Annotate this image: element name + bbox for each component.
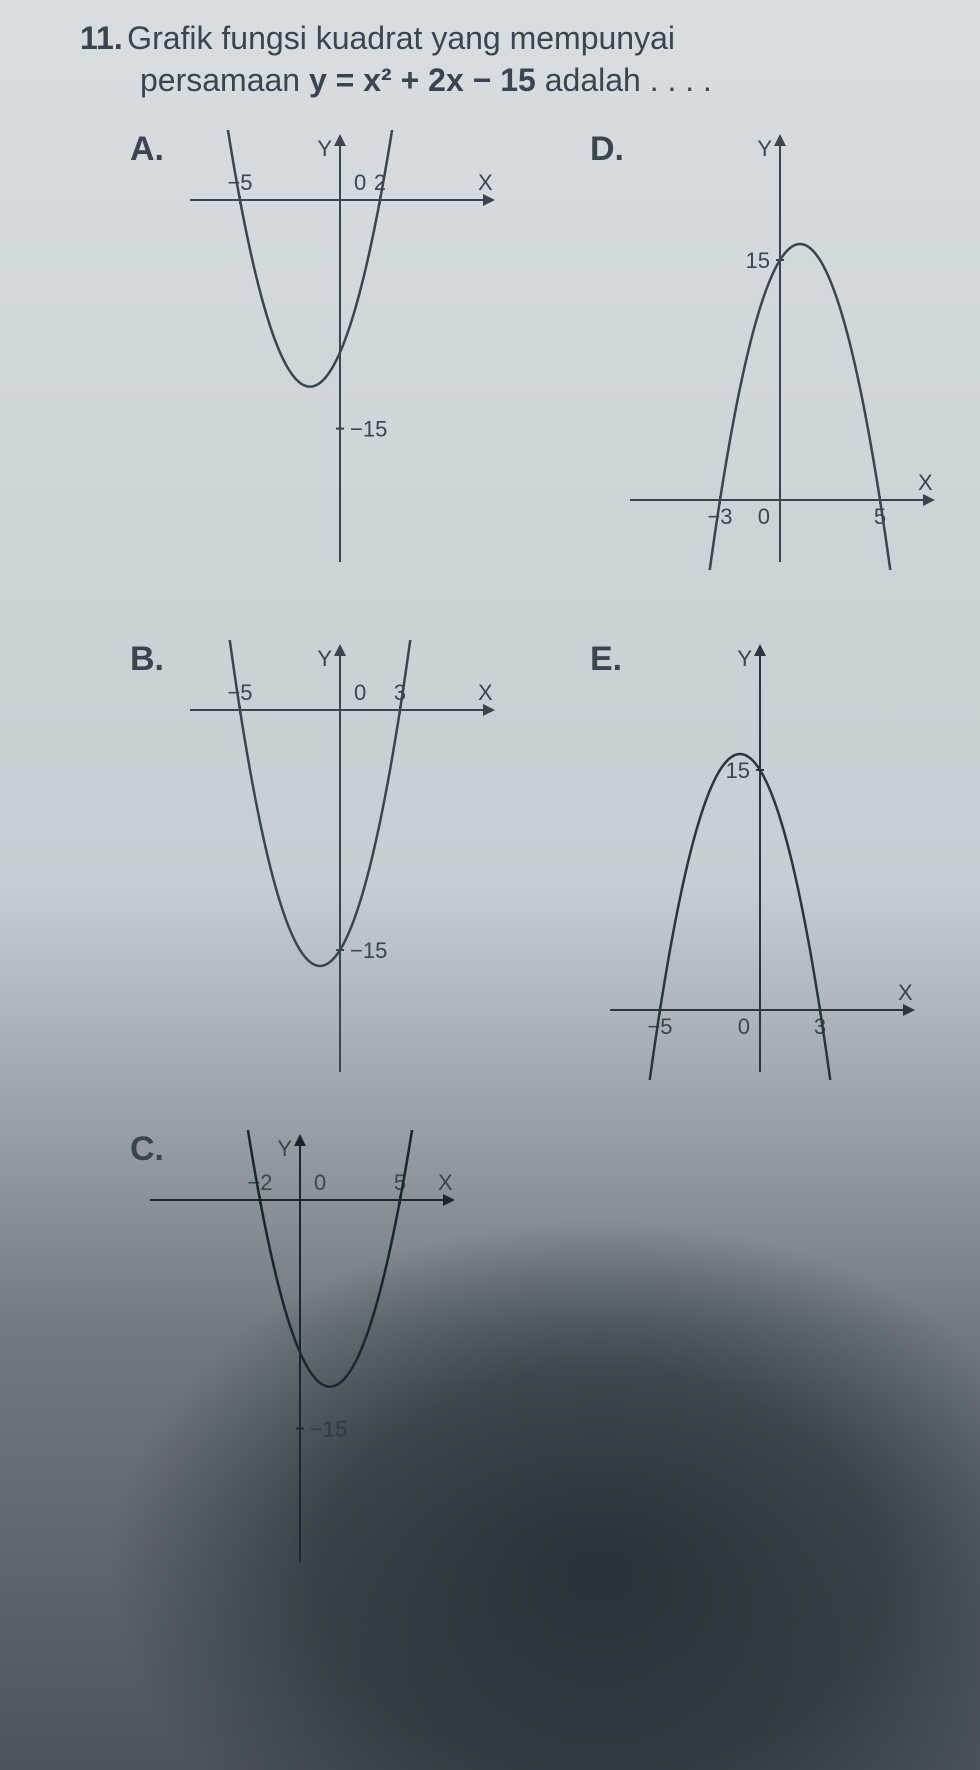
question-header: 11. Grafik fungsi kuadrat yang mempunyai…	[80, 20, 930, 99]
graph-a: XY−502−15	[180, 130, 500, 570]
svg-text:X: X	[438, 1170, 453, 1195]
svg-text:−5: −5	[227, 170, 252, 195]
svg-text:0: 0	[354, 170, 366, 195]
option-label-d: D.	[590, 130, 624, 169]
svg-text:Y: Y	[317, 136, 332, 161]
svg-text:Y: Y	[277, 1136, 292, 1161]
graph-e: XY−50315	[600, 640, 920, 1080]
svg-text:0: 0	[354, 680, 366, 705]
option-label-b: B.	[130, 640, 164, 679]
svg-text:Y: Y	[737, 646, 752, 671]
svg-text:Y: Y	[757, 136, 772, 161]
graph-b: XY−503−15	[180, 640, 500, 1080]
svg-text:15: 15	[746, 248, 770, 273]
question-line1: Grafik fungsi kuadrat yang mempunyai	[127, 20, 675, 56]
svg-text:0: 0	[314, 1170, 326, 1195]
svg-text:−15: −15	[350, 417, 387, 442]
page-background: 11. Grafik fungsi kuadrat yang mempunyai…	[0, 0, 980, 1770]
svg-text:−2: −2	[247, 1170, 272, 1195]
svg-text:0: 0	[758, 504, 770, 529]
option-label-a: A.	[130, 130, 164, 169]
svg-text:Y: Y	[317, 646, 332, 671]
graph-d: XY−30515	[620, 130, 940, 570]
svg-text:X: X	[898, 980, 913, 1005]
svg-text:0: 0	[738, 1014, 750, 1039]
question-number: 11.	[80, 20, 123, 56]
svg-text:X: X	[478, 170, 493, 195]
svg-text:−15: −15	[350, 938, 387, 963]
svg-text:15: 15	[726, 758, 750, 783]
svg-text:X: X	[918, 470, 933, 495]
svg-text:−5: −5	[227, 680, 252, 705]
graph-c: XY−205−15	[140, 1130, 460, 1570]
question-line2: persamaan y = x² + 2x − 15 adalah . . . …	[140, 62, 930, 99]
svg-text:X: X	[478, 680, 493, 705]
svg-text:−15: −15	[310, 1417, 347, 1442]
